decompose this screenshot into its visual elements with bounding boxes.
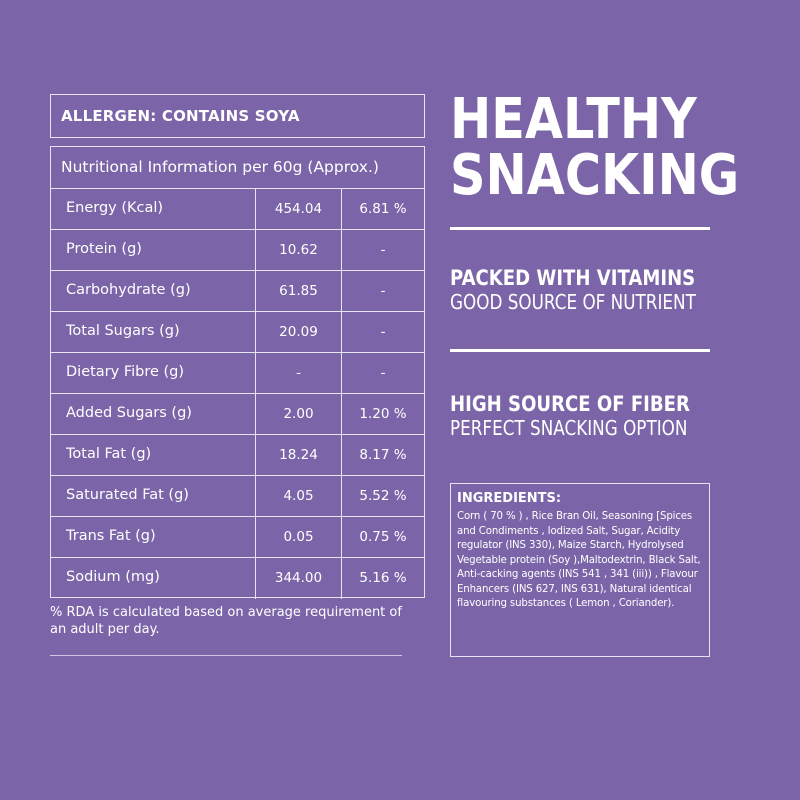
nutrition-table: Nutritional Information per 60g (Approx.… xyxy=(50,146,425,599)
benefit-title: PACKED WITH VITAMINS xyxy=(450,266,696,290)
footnote-divider xyxy=(50,655,402,656)
rda-footnote: % RDA is calculated based on average req… xyxy=(50,605,402,637)
benefit-vitamins: PACKED WITH VITAMINS GOOD SOURCE OF NUTR… xyxy=(450,266,720,314)
nutrient-rda: 6.81 % xyxy=(359,201,407,217)
nutrient-value: 344.00 xyxy=(256,558,342,599)
nutrient-value: 4.05 xyxy=(256,476,342,516)
headline-line-1: HEALTHY xyxy=(450,87,697,152)
table-row: Total Sugars (g) 20.09 - xyxy=(51,312,424,353)
nutrient-rda: 8.17 % xyxy=(359,447,407,463)
table-row: Dietary Fibre (g) - - xyxy=(51,353,424,394)
nutrient-value: 454.04 xyxy=(256,189,342,229)
ingredients-title: INGREDIENTS: xyxy=(457,491,562,506)
table-row: Sodium (mg) 344.00 5.16 % xyxy=(51,558,424,599)
nutrient-name: Total Fat (g) xyxy=(51,435,256,475)
nutrient-name: Saturated Fat (g) xyxy=(51,476,256,516)
nutrient-value: 20.09 xyxy=(256,312,342,352)
benefit-fiber: HIGH SOURCE OF FIBER PERFECT SNACKING OP… xyxy=(450,392,720,440)
nutrient-rda: 1.20 % xyxy=(359,406,407,422)
table-row: Protein (g) 10.62 - xyxy=(51,230,424,271)
nutrient-name: Protein (g) xyxy=(51,230,256,270)
nutrient-value: - xyxy=(256,353,342,393)
nutrient-name: Trans Fat (g) xyxy=(51,517,256,557)
nutrient-name: Carbohydrate (g) xyxy=(51,271,256,311)
benefit-subtitle: GOOD SOURCE OF NUTRIENT xyxy=(450,290,696,314)
allergen-notice: ALLERGEN: CONTAINS SOYA xyxy=(50,94,425,138)
headline-line-2: SNACKING xyxy=(450,143,740,208)
nutrient-name: Dietary Fibre (g) xyxy=(51,353,256,393)
headline-divider xyxy=(450,227,710,230)
nutrition-table-header: Nutritional Information per 60g (Approx.… xyxy=(51,147,424,189)
table-row: Added Sugars (g) 2.00 1.20 % xyxy=(51,394,424,435)
nutrient-rda: 5.52 % xyxy=(359,488,407,504)
nutrient-value: 61.85 xyxy=(256,271,342,311)
headline: HEALTHY SNACKING xyxy=(450,87,740,208)
nutrient-name: Sodium (mg) xyxy=(51,558,256,599)
benefit-divider xyxy=(450,349,710,352)
nutrient-value: 10.62 xyxy=(256,230,342,270)
nutrient-rda: - xyxy=(380,242,386,258)
table-row: Total Fat (g) 18.24 8.17 % xyxy=(51,435,424,476)
nutrient-rda: 0.75 % xyxy=(359,529,407,545)
nutrient-value: 18.24 xyxy=(256,435,342,475)
nutrient-value: 2.00 xyxy=(256,394,342,434)
nutrient-rda: - xyxy=(380,283,386,299)
nutrient-rda: 5.16 % xyxy=(359,570,407,586)
table-row: Carbohydrate (g) 61.85 - xyxy=(51,271,424,312)
nutrient-name: Energy (Kcal) xyxy=(51,189,256,229)
nutrient-name: Added Sugars (g) xyxy=(51,394,256,434)
nutrient-value: 0.05 xyxy=(256,517,342,557)
table-row: Trans Fat (g) 0.05 0.75 % xyxy=(51,517,424,558)
table-row: Saturated Fat (g) 4.05 5.52 % xyxy=(51,476,424,517)
table-row: Energy (Kcal) 454.04 6.81 % xyxy=(51,189,424,230)
nutrient-rda: - xyxy=(380,324,386,340)
ingredients-text: Corn ( 70 % ) , Rice Bran Oil, Seasoning… xyxy=(457,511,701,609)
nutrient-rda: - xyxy=(380,365,386,381)
benefit-subtitle: PERFECT SNACKING OPTION xyxy=(450,416,688,440)
nutrient-name: Total Sugars (g) xyxy=(51,312,256,352)
ingredients-box: INGREDIENTS: Corn ( 70 % ) , Rice Bran O… xyxy=(450,483,710,657)
benefit-title: HIGH SOURCE OF FIBER xyxy=(450,392,690,416)
